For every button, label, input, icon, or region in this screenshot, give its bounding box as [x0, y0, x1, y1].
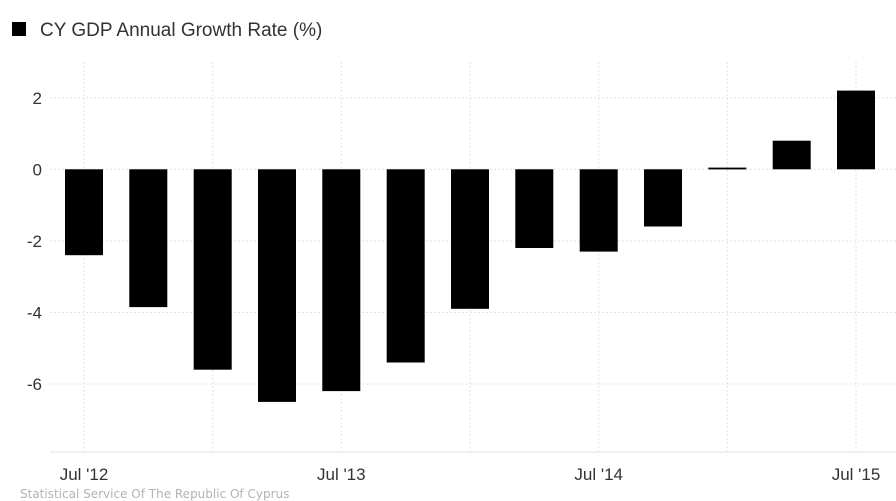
bar — [708, 167, 747, 170]
legend-label: CY GDP Annual Growth Rate (%) — [40, 20, 322, 41]
source-credit: Statistical Service Of The Republic Of C… — [20, 487, 289, 501]
bar — [258, 169, 296, 402]
legend-swatch — [12, 22, 26, 36]
bar — [322, 169, 361, 392]
y-tick-label: 0 — [33, 160, 42, 179]
bar — [515, 169, 554, 248]
y-tick-label: -4 — [27, 304, 42, 323]
x-tick-label: Jul '13 — [317, 465, 366, 484]
bars — [65, 90, 875, 402]
y-tick-label: -2 — [27, 232, 42, 251]
bar — [579, 169, 618, 252]
x-axis-ticks: Jul '12 Jul '13 Jul '14 Jul '15 — [60, 465, 881, 484]
bar — [837, 90, 875, 170]
bar — [65, 169, 103, 256]
x-tick-label: Jul '14 — [574, 465, 623, 484]
y-tick-label: -6 — [27, 375, 42, 394]
bar — [129, 169, 168, 308]
legend: CY GDP Annual Growth Rate (%) — [12, 20, 322, 41]
bar — [644, 169, 682, 227]
x-tick-label: Jul '15 — [832, 465, 881, 484]
y-tick-label: 2 — [33, 89, 42, 108]
gridlines — [50, 62, 896, 453]
x-tick-label: Jul '12 — [60, 465, 109, 484]
y-axis-ticks: 2 0 -2 -4 -6 — [27, 89, 42, 394]
bar — [451, 169, 489, 309]
bar — [772, 140, 811, 170]
bar — [386, 169, 425, 363]
bar — [193, 169, 232, 370]
